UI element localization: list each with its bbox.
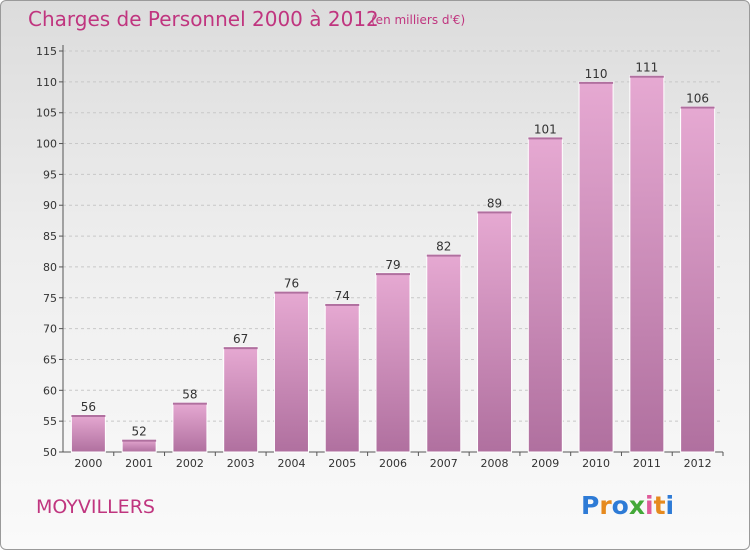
bar (273, 291, 309, 453)
data-label: 106 (686, 92, 709, 106)
x-tick-label: 2005 (328, 457, 356, 470)
logo-letter: o (611, 491, 629, 520)
y-tick-label: 110 (36, 76, 57, 89)
y-tick-label: 50 (43, 446, 57, 459)
bar (680, 106, 716, 453)
bar-cap (426, 254, 461, 257)
x-tick-label: 2001 (125, 457, 153, 470)
y-tick-label: 55 (43, 415, 57, 428)
x-tick-label: 2007 (430, 457, 458, 470)
data-label: 67 (233, 332, 248, 346)
data-label: 76 (284, 277, 299, 291)
bar-cap (122, 439, 157, 442)
data-label: 101 (534, 122, 557, 136)
data-label: 111 (635, 61, 658, 75)
x-tick-label: 2006 (379, 457, 407, 470)
logo-letter: t (653, 491, 666, 520)
data-label: 89 (487, 196, 502, 210)
unit-note: (en milliers d'€) (371, 13, 466, 27)
y-tick-label: 75 (43, 292, 57, 305)
bar-cap (579, 81, 614, 84)
y-tick-label: 95 (43, 168, 57, 181)
x-tick-label: 2010 (582, 457, 610, 470)
y-tick-label: 90 (43, 199, 57, 212)
y-tick-label: 65 (43, 353, 57, 366)
logo-letter: i (665, 491, 675, 520)
x-tick-label: 2003 (227, 457, 255, 470)
logo-letter: i (645, 491, 654, 520)
logo-letter: x (628, 491, 645, 520)
labels: 50 55 60 65 70 75 80 85 90 95 100 105 110 115 56 2000 52… (36, 45, 712, 470)
bar (375, 272, 411, 453)
bar-cap (629, 75, 664, 78)
bar (477, 210, 513, 453)
chart-title: Charges de Personnel 2000 à 2012 (28, 7, 379, 31)
logo-letter: r (599, 491, 612, 520)
x-tick-label: 2004 (277, 457, 305, 470)
data-label: 74 (335, 289, 350, 303)
bar (223, 346, 259, 453)
bar (426, 254, 462, 453)
bar (578, 81, 614, 453)
data-label: 110 (585, 67, 608, 81)
bar-cap (223, 347, 258, 350)
data-label: 58 (182, 388, 197, 402)
x-tick-label: 2012 (684, 457, 712, 470)
bar (324, 303, 360, 453)
y-tick-label: 115 (36, 45, 57, 58)
data-label: 56 (81, 400, 96, 414)
bar-cap (325, 303, 360, 306)
bar-cap (376, 273, 410, 276)
y-tick-label: 105 (36, 107, 57, 120)
y-tick-label: 85 (43, 230, 57, 243)
bar-cap (274, 291, 309, 294)
y-tick-label: 100 (36, 138, 57, 151)
bars (70, 75, 716, 453)
x-tick-label: 2011 (633, 457, 661, 470)
x-tick-label: 2009 (531, 457, 559, 470)
data-label: 82 (436, 240, 451, 254)
bar-cap (680, 106, 715, 109)
proxiti-logo: Proxiti (581, 491, 674, 520)
x-tick-label: 2008 (481, 457, 509, 470)
data-label: 52 (132, 425, 147, 439)
bar-cap (528, 137, 563, 140)
y-tick-label: 80 (43, 261, 57, 274)
y-tick-label: 70 (43, 323, 57, 336)
bar-cap (477, 211, 512, 214)
commune-name: MOYVILLERS (36, 496, 155, 518)
logo-letter: P (581, 491, 600, 520)
x-tick-label: 2002 (176, 457, 204, 470)
data-label: 79 (385, 258, 400, 272)
bar (629, 75, 665, 453)
bar (527, 136, 563, 453)
bar-cap (172, 402, 207, 405)
bar-cap (71, 414, 106, 417)
x-tick-label: 2000 (74, 457, 102, 470)
bar (172, 402, 208, 453)
bar (70, 414, 106, 453)
y-tick-label: 60 (43, 384, 57, 397)
